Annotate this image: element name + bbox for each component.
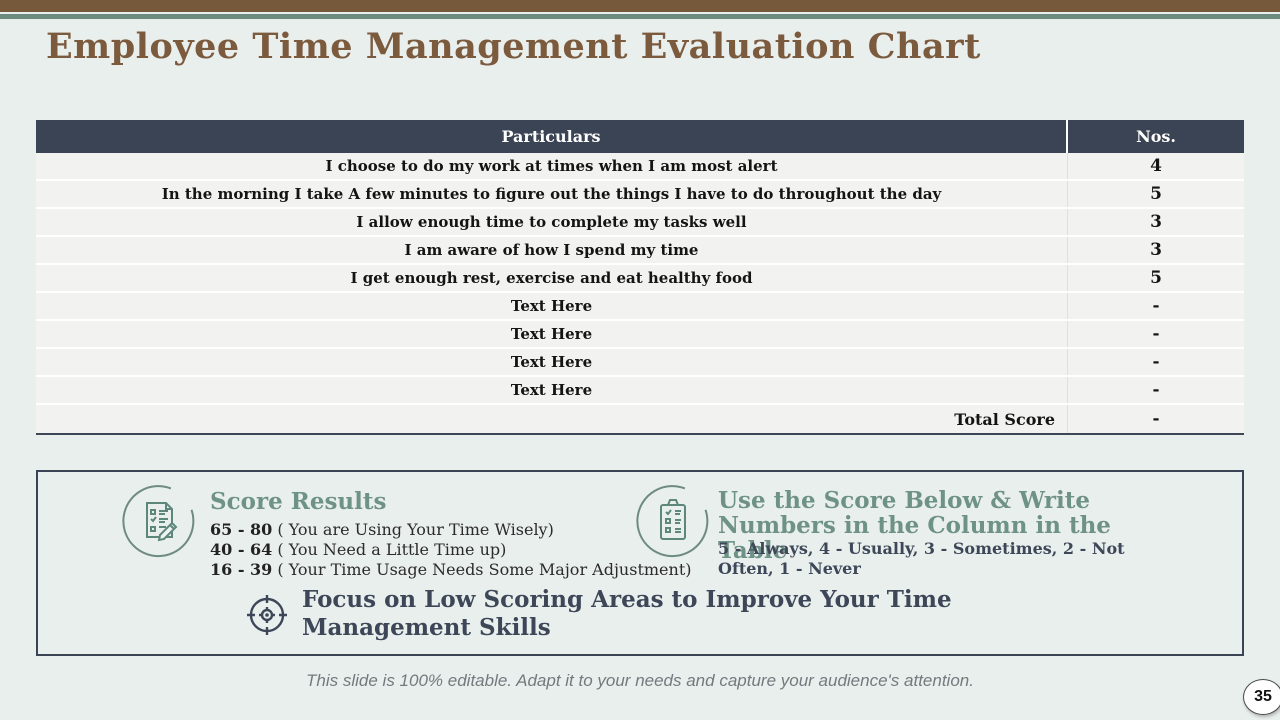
table-row: I am aware of how I spend my time 3 xyxy=(36,237,1244,265)
score-range: 40 - 64 xyxy=(210,540,273,559)
particular-cell: In the morning I take A few minutes to f… xyxy=(36,181,1068,207)
column-header-nos: Nos. xyxy=(1136,127,1176,146)
column-header-particulars: Particulars xyxy=(36,120,1068,153)
score-usage-clipboard-icon xyxy=(636,485,709,558)
nos-cell: 4 xyxy=(1150,156,1162,176)
table-row: Text Here - xyxy=(36,321,1244,349)
nos-cell: - xyxy=(1152,352,1160,372)
page-number-badge: 35 xyxy=(1243,679,1280,715)
focus-note: Focus on Low Scoring Areas to Improve Yo… xyxy=(302,586,952,641)
particular-cell: I choose to do my work at times when I a… xyxy=(36,153,1068,179)
particular-cell-placeholder: Text Here xyxy=(36,293,1068,319)
score-results-document-icon xyxy=(122,485,195,558)
score-range-desc: ( You Need a Little Time up) xyxy=(277,540,507,559)
nos-cell: 3 xyxy=(1150,212,1162,232)
total-score-label: Total Score xyxy=(36,405,1068,433)
info-panel: Score Results 65 - 80 ( You are Using Yo… xyxy=(36,470,1244,656)
score-range-desc: ( You are Using Your Time Wisely) xyxy=(277,520,554,539)
table-row-total: Total Score - xyxy=(36,405,1244,433)
score-results-title: Score Results xyxy=(210,488,387,515)
table-row: I allow enough time to complete my tasks… xyxy=(36,209,1244,237)
page-title: Employee Time Management Evaluation Char… xyxy=(46,26,981,67)
score-range-item: 16 - 39 ( Your Time Usage Needs Some Maj… xyxy=(210,560,692,580)
score-usage-scale: 5 - Always, 4 - Usually, 3 - Sometimes, … xyxy=(718,539,1125,578)
page-number: 35 xyxy=(1254,688,1272,705)
score-results-list: 65 - 80 ( You are Using Your Time Wisely… xyxy=(210,520,692,580)
particular-cell: I allow enough time to complete my tasks… xyxy=(36,209,1068,235)
nos-cell: - xyxy=(1152,380,1160,400)
score-range-item: 65 - 80 ( You are Using Your Time Wisely… xyxy=(210,520,692,540)
nos-cell: - xyxy=(1152,324,1160,344)
score-range-desc: ( Your Time Usage Needs Some Major Adjus… xyxy=(277,560,692,579)
particular-cell-placeholder: Text Here xyxy=(36,349,1068,375)
particular-cell: I am aware of how I spend my time xyxy=(36,237,1068,263)
nos-cell: 5 xyxy=(1150,184,1162,204)
particular-cell-placeholder: Text Here xyxy=(36,377,1068,403)
nos-cell: 5 xyxy=(1150,268,1162,288)
evaluation-table: Particulars Nos. I choose to do my work … xyxy=(36,120,1244,435)
table-row: Text Here - xyxy=(36,293,1244,321)
nos-cell: - xyxy=(1152,296,1160,316)
score-usage-title: Use the Score Below & Write Numbers in t… xyxy=(718,487,1111,564)
score-range: 16 - 39 xyxy=(210,560,273,579)
total-score-value: - xyxy=(1152,409,1160,429)
table-row: In the morning I take A few minutes to f… xyxy=(36,181,1244,209)
nos-cell: 3 xyxy=(1150,240,1162,260)
table-row: I choose to do my work at times when I a… xyxy=(36,153,1244,181)
editable-note: This slide is 100% editable. Adapt it to… xyxy=(306,671,974,690)
table-row: Text Here - xyxy=(36,349,1244,377)
table-header-row: Particulars Nos. xyxy=(36,120,1244,153)
table-row: Text Here - xyxy=(36,377,1244,405)
particular-cell: I get enough rest, exercise and eat heal… xyxy=(36,265,1068,291)
table-row: I get enough rest, exercise and eat heal… xyxy=(36,265,1244,293)
particular-cell-placeholder: Text Here xyxy=(36,321,1068,347)
score-range-item: 40 - 64 ( You Need a Little Time up) xyxy=(210,540,692,560)
score-range: 65 - 80 xyxy=(210,520,273,539)
top-accent-bar-sage xyxy=(0,14,1280,19)
top-accent-bar-brown xyxy=(0,0,1280,12)
focus-target-icon xyxy=(247,595,287,635)
